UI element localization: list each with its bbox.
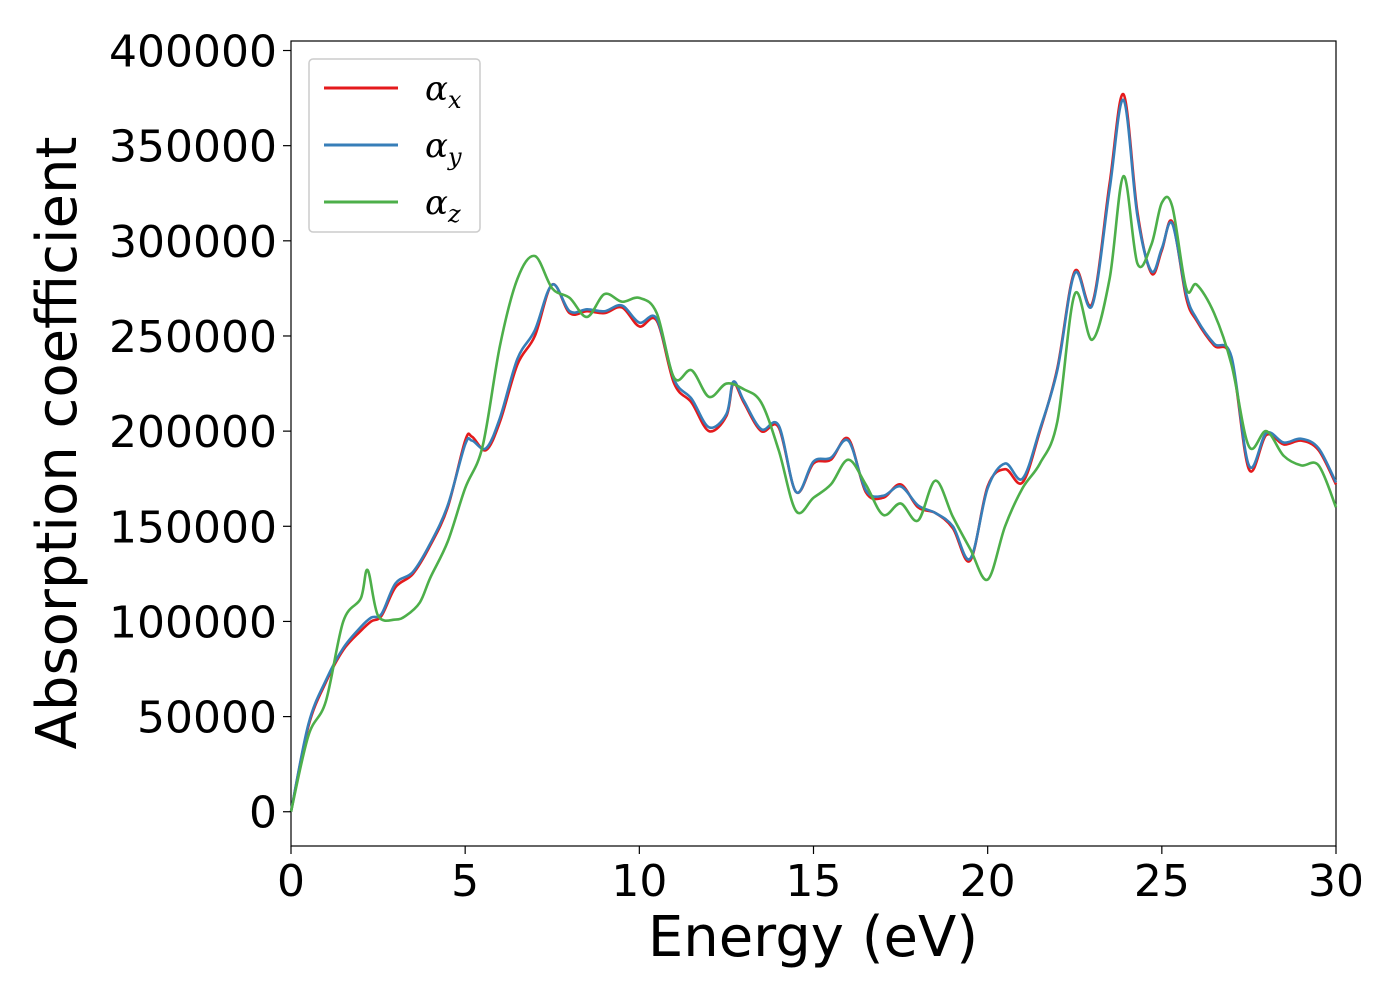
legend-label-z: αz: [425, 183, 461, 228]
y-tick-label: 300000: [109, 217, 277, 268]
y-tick-label: 150000: [109, 502, 277, 553]
x-tick-label: 5: [451, 856, 479, 907]
legend: αx αy αz: [308, 58, 481, 233]
plot-area: 0 5 10 15 20 25 30 0 50000 100000 150000 200000 250…: [109, 27, 1364, 907]
y-tick-label: 50000: [137, 693, 277, 744]
x-tick-label: 20: [960, 856, 1016, 907]
legend-entries: αx αy αz: [324, 69, 462, 228]
series-line-z: [289, 174, 1338, 813]
series-line-y: [289, 98, 1338, 812]
y-tick-label: 400000: [109, 27, 277, 78]
y-tick-label: 250000: [109, 312, 277, 363]
x-axis-label: Energy (eV): [648, 905, 978, 970]
legend-label-x: αx: [425, 69, 462, 114]
x-tick-label: 0: [277, 856, 305, 907]
x-tick-label: 25: [1134, 856, 1190, 907]
y-tick-label: 200000: [109, 407, 277, 458]
series-layer: [289, 92, 1338, 813]
y-axis: 0 50000 100000 150000 200000 250000 300000 3500…: [109, 27, 291, 839]
x-tick-label: 15: [786, 856, 842, 907]
x-tick-label: 30: [1308, 856, 1364, 907]
y-tick-label: 0: [249, 788, 277, 839]
y-tick-label: 350000: [109, 122, 277, 173]
y-axis-label: Absorption coefficient: [25, 137, 90, 750]
y-tick-label: 100000: [109, 597, 277, 648]
x-tick-label: 10: [611, 856, 667, 907]
legend-label-y: αy: [425, 126, 462, 171]
x-axis: 0 5 10 15 20 25 30: [277, 846, 1364, 907]
